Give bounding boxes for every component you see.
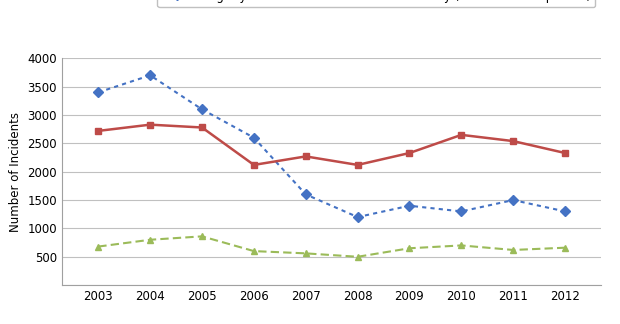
Car Theft (250, 163, 258, 167)
Robbery (theft from the person) (302, 251, 309, 255)
Line: Robbery (theft from the person): Robbery (theft from the person) (95, 233, 569, 260)
Burglary (302, 192, 309, 196)
Car Theft (354, 163, 361, 167)
Robbery (theft from the person) (198, 235, 206, 238)
Car Theft (146, 123, 154, 127)
Burglary (198, 108, 206, 111)
Car Theft (405, 151, 413, 155)
Line: Burglary: Burglary (95, 72, 569, 221)
Robbery (theft from the person) (354, 255, 361, 259)
Legend: Burglary, Car Theft, Robbery (theft from the person): Burglary, Car Theft, Robbery (theft from… (157, 0, 595, 7)
Burglary (561, 210, 569, 214)
Car Theft (198, 125, 206, 129)
Car Theft (561, 151, 569, 155)
Robbery (theft from the person) (458, 244, 465, 248)
Robbery (theft from the person) (405, 246, 413, 250)
Robbery (theft from the person) (561, 246, 569, 250)
Robbery (theft from the person) (250, 249, 258, 253)
Y-axis label: Number of Incidents: Number of Incidents (9, 112, 22, 232)
Burglary (405, 204, 413, 208)
Line: Car Theft: Car Theft (95, 121, 569, 168)
Car Theft (458, 133, 465, 137)
Burglary (354, 215, 361, 219)
Burglary (458, 210, 465, 214)
Burglary (146, 74, 154, 77)
Robbery (theft from the person) (146, 238, 154, 242)
Burglary (250, 136, 258, 140)
Robbery (theft from the person) (510, 248, 517, 252)
Car Theft (95, 129, 102, 133)
Burglary (510, 198, 517, 202)
Car Theft (510, 139, 517, 143)
Robbery (theft from the person) (95, 245, 102, 249)
Burglary (95, 90, 102, 94)
Car Theft (302, 155, 309, 158)
